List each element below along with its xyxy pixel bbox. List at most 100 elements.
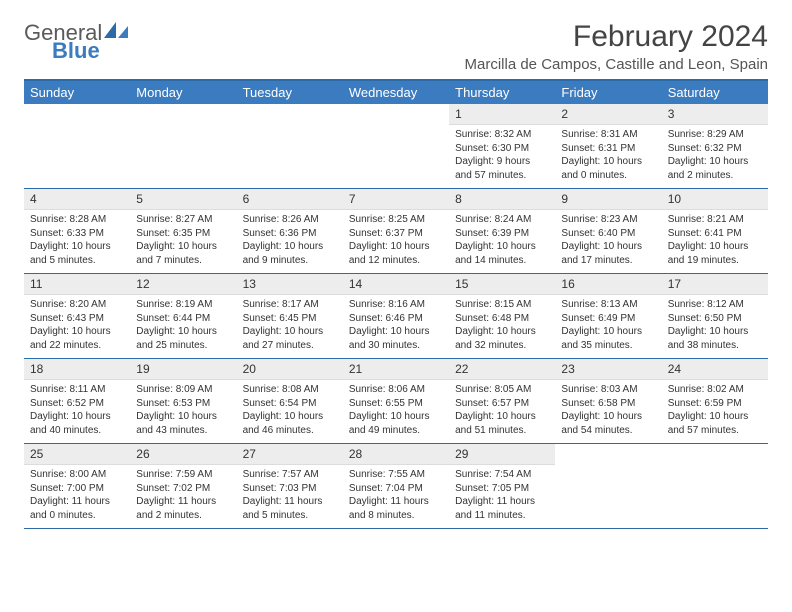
week-row: 25Sunrise: 8:00 AMSunset: 7:00 PMDayligh…	[24, 444, 768, 529]
day-number: 13	[237, 274, 343, 295]
sunset-text: Sunset: 6:40 PM	[561, 227, 655, 241]
day-cell: 14Sunrise: 8:16 AMSunset: 6:46 PMDayligh…	[343, 274, 449, 358]
day-cell: 18Sunrise: 8:11 AMSunset: 6:52 PMDayligh…	[24, 359, 130, 443]
sunset-text: Sunset: 7:03 PM	[243, 482, 337, 496]
day-cell: 11Sunrise: 8:20 AMSunset: 6:43 PMDayligh…	[24, 274, 130, 358]
day-number: 15	[449, 274, 555, 295]
day-body: Sunrise: 8:21 AMSunset: 6:41 PMDaylight:…	[662, 210, 768, 272]
sunset-text: Sunset: 6:33 PM	[30, 227, 124, 241]
day-number: 5	[130, 189, 236, 210]
day-number: 2	[555, 104, 661, 125]
day-body: Sunrise: 8:27 AMSunset: 6:35 PMDaylight:…	[130, 210, 236, 272]
sunset-text: Sunset: 7:05 PM	[455, 482, 549, 496]
day-body: Sunrise: 8:13 AMSunset: 6:49 PMDaylight:…	[555, 295, 661, 357]
daylight-text: Daylight: 10 hours and 38 minutes.	[668, 325, 762, 352]
header: General Blue February 2024 Marcilla de C…	[24, 20, 768, 73]
day-body: Sunrise: 8:08 AMSunset: 6:54 PMDaylight:…	[237, 380, 343, 442]
daylight-text: Daylight: 11 hours and 8 minutes.	[349, 495, 443, 522]
day-cell: ..	[662, 444, 768, 528]
day-cell: 13Sunrise: 8:17 AMSunset: 6:45 PMDayligh…	[237, 274, 343, 358]
day-body: Sunrise: 8:31 AMSunset: 6:31 PMDaylight:…	[555, 125, 661, 187]
day-number: 11	[24, 274, 130, 295]
day-body: Sunrise: 8:06 AMSunset: 6:55 PMDaylight:…	[343, 380, 449, 442]
sunset-text: Sunset: 6:32 PM	[668, 142, 762, 156]
day-body: Sunrise: 7:57 AMSunset: 7:03 PMDaylight:…	[237, 465, 343, 527]
day-number: 3	[662, 104, 768, 125]
sunrise-text: Sunrise: 8:15 AM	[455, 298, 549, 312]
sunset-text: Sunset: 6:44 PM	[136, 312, 230, 326]
day-header: Thursday	[449, 81, 555, 104]
sunset-text: Sunset: 6:54 PM	[243, 397, 337, 411]
sunrise-text: Sunrise: 8:02 AM	[668, 383, 762, 397]
daylight-text: Daylight: 10 hours and 51 minutes.	[455, 410, 549, 437]
day-number: 18	[24, 359, 130, 380]
day-cell: 9Sunrise: 8:23 AMSunset: 6:40 PMDaylight…	[555, 189, 661, 273]
day-cell: ..	[555, 444, 661, 528]
day-body: Sunrise: 8:29 AMSunset: 6:32 PMDaylight:…	[662, 125, 768, 187]
sunset-text: Sunset: 6:53 PM	[136, 397, 230, 411]
day-body: Sunrise: 8:24 AMSunset: 6:39 PMDaylight:…	[449, 210, 555, 272]
sunrise-text: Sunrise: 8:24 AM	[455, 213, 549, 227]
location-text: Marcilla de Campos, Castille and Leon, S…	[465, 56, 769, 73]
day-body: Sunrise: 8:09 AMSunset: 6:53 PMDaylight:…	[130, 380, 236, 442]
day-cell: ..	[343, 104, 449, 188]
day-body: Sunrise: 8:02 AMSunset: 6:59 PMDaylight:…	[662, 380, 768, 442]
week-row: ........1Sunrise: 8:32 AMSunset: 6:30 PM…	[24, 104, 768, 189]
day-header: Friday	[555, 81, 661, 104]
day-number: 22	[449, 359, 555, 380]
day-number: 9	[555, 189, 661, 210]
day-body: Sunrise: 8:20 AMSunset: 6:43 PMDaylight:…	[24, 295, 130, 357]
day-number: 7	[343, 189, 449, 210]
day-cell: ..	[130, 104, 236, 188]
sunset-text: Sunset: 6:35 PM	[136, 227, 230, 241]
daylight-text: Daylight: 10 hours and 35 minutes.	[561, 325, 655, 352]
day-body: Sunrise: 8:26 AMSunset: 6:36 PMDaylight:…	[237, 210, 343, 272]
day-number: 12	[130, 274, 236, 295]
daylight-text: Daylight: 10 hours and 9 minutes.	[243, 240, 337, 267]
sunrise-text: Sunrise: 8:25 AM	[349, 213, 443, 227]
daylight-text: Daylight: 10 hours and 19 minutes.	[668, 240, 762, 267]
day-cell: 3Sunrise: 8:29 AMSunset: 6:32 PMDaylight…	[662, 104, 768, 188]
day-number: 25	[24, 444, 130, 465]
sunset-text: Sunset: 6:55 PM	[349, 397, 443, 411]
sunset-text: Sunset: 6:39 PM	[455, 227, 549, 241]
sunset-text: Sunset: 6:49 PM	[561, 312, 655, 326]
day-cell: 20Sunrise: 8:08 AMSunset: 6:54 PMDayligh…	[237, 359, 343, 443]
day-cell: 6Sunrise: 8:26 AMSunset: 6:36 PMDaylight…	[237, 189, 343, 273]
sunset-text: Sunset: 7:04 PM	[349, 482, 443, 496]
sunrise-text: Sunrise: 8:20 AM	[30, 298, 124, 312]
logo-sail-icon	[102, 20, 130, 40]
daylight-text: Daylight: 10 hours and 5 minutes.	[30, 240, 124, 267]
day-body: Sunrise: 8:12 AMSunset: 6:50 PMDaylight:…	[662, 295, 768, 357]
day-body: Sunrise: 8:05 AMSunset: 6:57 PMDaylight:…	[449, 380, 555, 442]
sunrise-text: Sunrise: 7:55 AM	[349, 468, 443, 482]
day-cell: 8Sunrise: 8:24 AMSunset: 6:39 PMDaylight…	[449, 189, 555, 273]
day-cell: 10Sunrise: 8:21 AMSunset: 6:41 PMDayligh…	[662, 189, 768, 273]
day-body: Sunrise: 8:25 AMSunset: 6:37 PMDaylight:…	[343, 210, 449, 272]
day-cell: 22Sunrise: 8:05 AMSunset: 6:57 PMDayligh…	[449, 359, 555, 443]
day-number: 6	[237, 189, 343, 210]
day-cell: 25Sunrise: 8:00 AMSunset: 7:00 PMDayligh…	[24, 444, 130, 528]
day-body: Sunrise: 7:59 AMSunset: 7:02 PMDaylight:…	[130, 465, 236, 527]
sunrise-text: Sunrise: 8:16 AM	[349, 298, 443, 312]
day-number: 14	[343, 274, 449, 295]
day-body: Sunrise: 8:16 AMSunset: 6:46 PMDaylight:…	[343, 295, 449, 357]
sunset-text: Sunset: 6:36 PM	[243, 227, 337, 241]
sunrise-text: Sunrise: 8:31 AM	[561, 128, 655, 142]
day-number: 10	[662, 189, 768, 210]
sunrise-text: Sunrise: 8:00 AM	[30, 468, 124, 482]
daylight-text: Daylight: 10 hours and 30 minutes.	[349, 325, 443, 352]
week-row: 11Sunrise: 8:20 AMSunset: 6:43 PMDayligh…	[24, 274, 768, 359]
day-cell: 12Sunrise: 8:19 AMSunset: 6:44 PMDayligh…	[130, 274, 236, 358]
sunrise-text: Sunrise: 8:27 AM	[136, 213, 230, 227]
daylight-text: Daylight: 10 hours and 49 minutes.	[349, 410, 443, 437]
daylight-text: Daylight: 10 hours and 32 minutes.	[455, 325, 549, 352]
day-number: 16	[555, 274, 661, 295]
day-number: 28	[343, 444, 449, 465]
day-cell: 5Sunrise: 8:27 AMSunset: 6:35 PMDaylight…	[130, 189, 236, 273]
day-number: 27	[237, 444, 343, 465]
day-cell: 28 Sunrise: 7:55 AMSunset: 7:04 PMDayligh…	[343, 444, 449, 528]
day-headers-row: SundayMondayTuesdayWednesdayThursdayFrid…	[24, 81, 768, 104]
day-number: 8	[449, 189, 555, 210]
sunrise-text: Sunrise: 8:17 AM	[243, 298, 337, 312]
